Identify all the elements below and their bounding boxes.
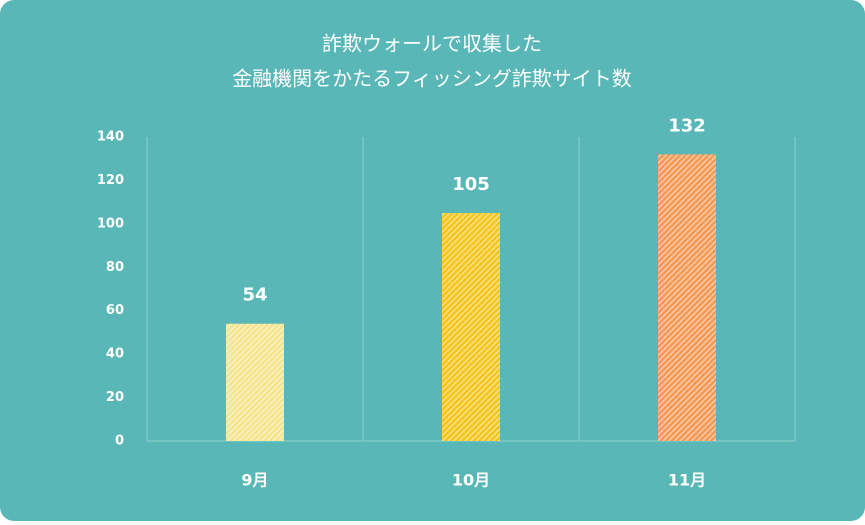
value-label: 54 bbox=[242, 285, 267, 306]
y-tick-label: 120 bbox=[97, 173, 124, 188]
y-tick-label: 60 bbox=[106, 303, 124, 318]
value-label: 132 bbox=[668, 115, 706, 136]
bar bbox=[658, 154, 716, 441]
chart-title: 詐欺ウォールで収集した bbox=[322, 32, 542, 56]
y-tick-label: 80 bbox=[106, 260, 124, 275]
value-label: 105 bbox=[452, 174, 490, 195]
x-tick-label: 11月 bbox=[668, 471, 706, 490]
y-tick-label: 0 bbox=[115, 434, 124, 449]
y-tick-label: 100 bbox=[97, 216, 124, 231]
bar bbox=[442, 213, 500, 441]
y-tick-label: 140 bbox=[97, 130, 124, 145]
y-tick-label: 20 bbox=[106, 390, 124, 405]
x-tick-label: 9月 bbox=[241, 471, 268, 490]
bar bbox=[226, 323, 284, 441]
chart-title: 金融機関をかたるフィッシング詐欺サイト数 bbox=[232, 67, 632, 91]
x-tick-label: 10月 bbox=[452, 471, 490, 490]
y-tick-label: 40 bbox=[106, 347, 124, 362]
